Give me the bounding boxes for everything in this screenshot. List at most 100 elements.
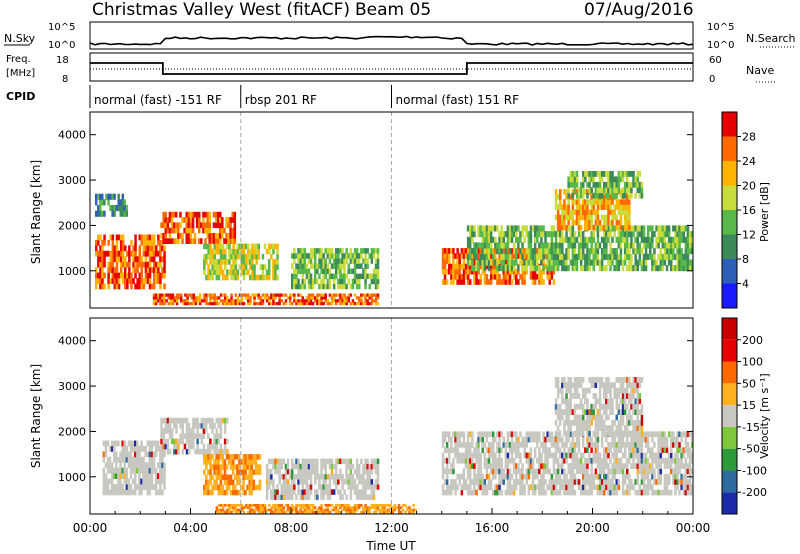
heatmap-cell <box>318 283 321 290</box>
heatmap-cell <box>492 431 495 438</box>
heatmap-cell <box>311 296 315 300</box>
heatmap-cell <box>248 484 251 491</box>
heatmap-cell <box>556 403 560 410</box>
heatmap-cell <box>582 181 585 188</box>
heatmap-cell <box>228 506 231 509</box>
heatmap-cell <box>320 258 323 264</box>
heatmap-cell <box>670 248 673 255</box>
heatmap-cell <box>339 263 342 269</box>
heatmap-cell <box>215 443 218 450</box>
heatmap-cell <box>123 440 126 447</box>
heatmap-cell <box>301 278 304 285</box>
heatmap-cell <box>157 462 160 469</box>
heatmap-cell <box>164 238 167 244</box>
heatmap-cell <box>311 263 315 269</box>
heatmap-cell <box>150 478 154 485</box>
heatmap-cell <box>121 239 125 246</box>
heatmap-cell <box>494 268 497 275</box>
heatmap-cell <box>556 214 560 221</box>
heatmap-cell <box>586 419 589 426</box>
heatmap-cell <box>586 236 589 243</box>
heatmap-cell <box>636 489 639 496</box>
heatmap-cell <box>617 199 621 205</box>
heatmap-cell <box>498 436 501 443</box>
heatmap-cell <box>552 452 556 459</box>
heatmap-cell <box>646 473 650 480</box>
heatmap-cell <box>469 463 472 469</box>
heatmap-cell <box>508 268 512 275</box>
heatmap-cell <box>592 442 595 448</box>
heatmap-cell <box>332 489 336 495</box>
heatmap-cell <box>657 489 660 496</box>
heatmap-cell <box>232 269 235 276</box>
heatmap-cell <box>232 243 235 250</box>
heatmap-cell <box>630 231 633 238</box>
heatmap-cell <box>339 268 342 274</box>
heatmap-cell <box>621 209 625 215</box>
heatmap-cell <box>163 296 166 300</box>
heatmap-cell <box>569 425 572 431</box>
heatmap-cell <box>661 436 665 443</box>
heatmap-cell <box>649 452 652 459</box>
heatmap-cell <box>309 474 313 480</box>
heatmap-cell <box>577 219 581 226</box>
heatmap-cell <box>607 192 610 199</box>
heatmap-cell <box>229 489 233 496</box>
heatmap-cell <box>261 274 265 281</box>
heatmap-cell <box>307 253 311 259</box>
heatmap-cell <box>136 445 139 452</box>
heatmap-cell <box>115 283 119 290</box>
heatmap-cell <box>565 479 568 485</box>
heatmap-cell <box>244 506 248 509</box>
heatmap-cell <box>183 433 187 439</box>
heatmap-cell <box>248 454 251 460</box>
heatmap-cell <box>205 484 208 491</box>
heatmap-cell <box>603 403 606 410</box>
heatmap-cell <box>556 194 560 200</box>
heatmap-cell <box>521 265 524 272</box>
heatmap-cell <box>615 187 618 194</box>
heatmap-cell <box>252 479 256 486</box>
heatmap-cell <box>563 253 566 260</box>
heatmap-cell <box>556 387 560 394</box>
heatmap-cell <box>582 377 585 383</box>
heatmap-cell <box>623 214 627 221</box>
heatmap-cell <box>115 456 118 463</box>
heatmap-cell <box>293 293 296 297</box>
heatmap-cell <box>628 253 631 260</box>
heatmap-cell <box>244 464 247 470</box>
heatmap-cell <box>295 506 298 509</box>
heatmap-cell <box>657 479 660 485</box>
heatmap-cell <box>623 463 627 469</box>
heatmap-cell <box>148 462 152 469</box>
heatmap-cell <box>362 302 365 306</box>
heatmap-cell <box>636 231 639 238</box>
heatmap-cell <box>332 293 336 297</box>
heatmap-cell <box>569 181 572 188</box>
heatmap-cell <box>121 245 125 252</box>
heatmap-cell <box>230 506 233 509</box>
heatmap-cell <box>274 506 277 509</box>
heatmap-cell <box>291 474 294 480</box>
heatmap-cell <box>661 253 665 260</box>
heatmap-cell <box>596 236 600 243</box>
heatmap-cell <box>221 454 225 460</box>
heatmap-cell <box>99 234 102 241</box>
heatmap-cell <box>561 452 564 459</box>
heatmap-cell <box>466 484 470 491</box>
heatmap-cell <box>567 192 570 199</box>
heatmap-cell <box>107 261 110 268</box>
heatmap-cell <box>554 259 558 266</box>
heatmap-cell <box>500 457 503 464</box>
heatmap-cell <box>567 176 570 183</box>
heatmap-cell <box>544 468 547 475</box>
heatmap-cell <box>466 253 470 260</box>
heatmap-cell <box>611 382 614 389</box>
heatmap-cell <box>254 464 258 470</box>
heatmap-cell <box>552 479 556 485</box>
heatmap-cell <box>473 253 476 260</box>
heatmap-cell <box>216 222 220 229</box>
heatmap-cell <box>464 452 468 459</box>
heatmap-cell <box>577 442 581 448</box>
heatmap-cell <box>667 225 671 232</box>
